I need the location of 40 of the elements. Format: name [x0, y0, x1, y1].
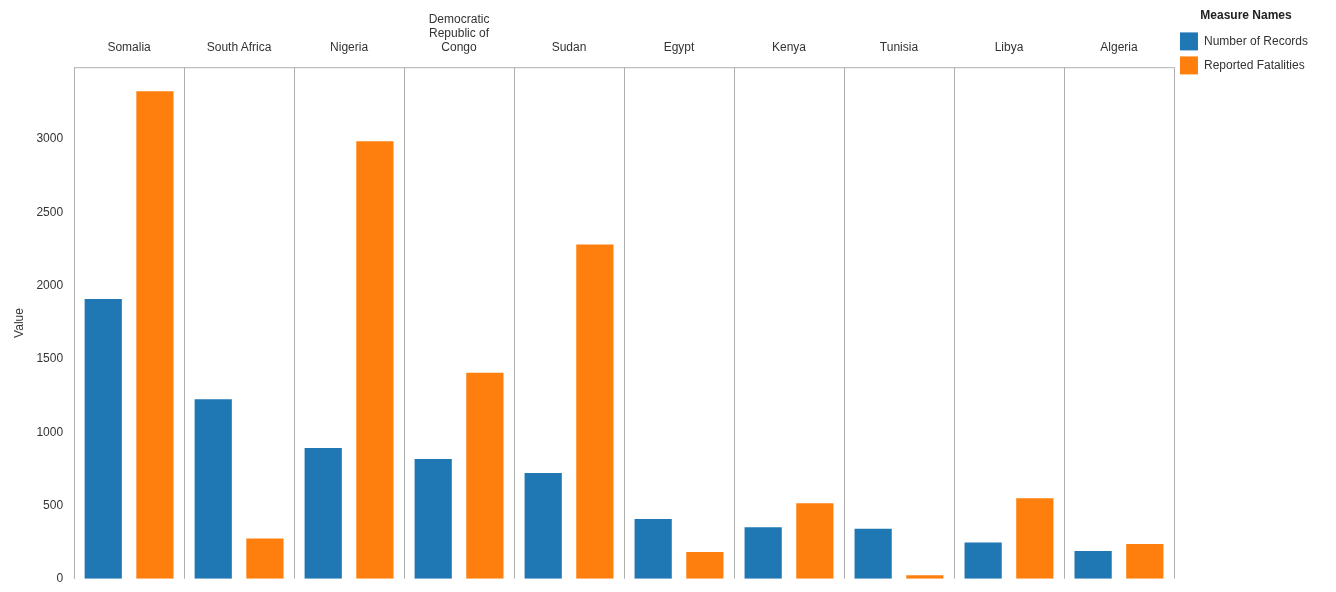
bar — [304, 447, 342, 579]
bar — [744, 527, 782, 579]
x-tick-label: Kenya — [771, 40, 807, 55]
x-tick-label: Egypt — [663, 40, 696, 55]
y-tick-label: 0 — [56, 571, 64, 586]
y-tick-label: 2000 — [36, 277, 64, 292]
x-tick-label: Democratic Republic of Congo — [428, 11, 490, 55]
bar — [576, 244, 614, 579]
y-tick-label: 2500 — [36, 204, 64, 219]
bar — [1126, 544, 1164, 579]
bar — [686, 551, 724, 579]
bar — [246, 538, 284, 579]
bar — [84, 299, 122, 579]
x-tick-label: Somalia — [107, 40, 152, 55]
legend-label: Reported Fatalities — [1203, 57, 1305, 72]
bar — [194, 399, 232, 579]
x-tick-label: South Africa — [206, 40, 272, 55]
y-tick-label: 1000 — [36, 424, 64, 439]
bar — [1074, 550, 1112, 579]
x-tick-label: Libya — [994, 40, 1024, 55]
x-tick-label: Nigeria — [330, 40, 369, 55]
y-tick-label: 3000 — [36, 131, 64, 146]
x-tick-label: Algeria — [1100, 40, 1138, 55]
y-tick-label: 500 — [43, 497, 64, 512]
legend-label: Number of Records — [1203, 33, 1309, 48]
legend-title: Measure Names — [1200, 8, 1292, 23]
bar — [136, 91, 174, 579]
bar — [1016, 498, 1054, 579]
bar — [634, 518, 672, 579]
bar — [524, 473, 562, 579]
bar — [466, 372, 504, 579]
x-tick-label: Tunisia — [879, 40, 919, 55]
bar — [964, 542, 1002, 579]
y-axis-title: Value — [11, 307, 26, 338]
bar — [414, 459, 452, 579]
bar — [796, 503, 834, 579]
y-tick-label: 1500 — [36, 351, 64, 366]
bar — [854, 528, 892, 579]
bar — [356, 141, 394, 579]
x-tick-label: Sudan — [551, 40, 587, 55]
